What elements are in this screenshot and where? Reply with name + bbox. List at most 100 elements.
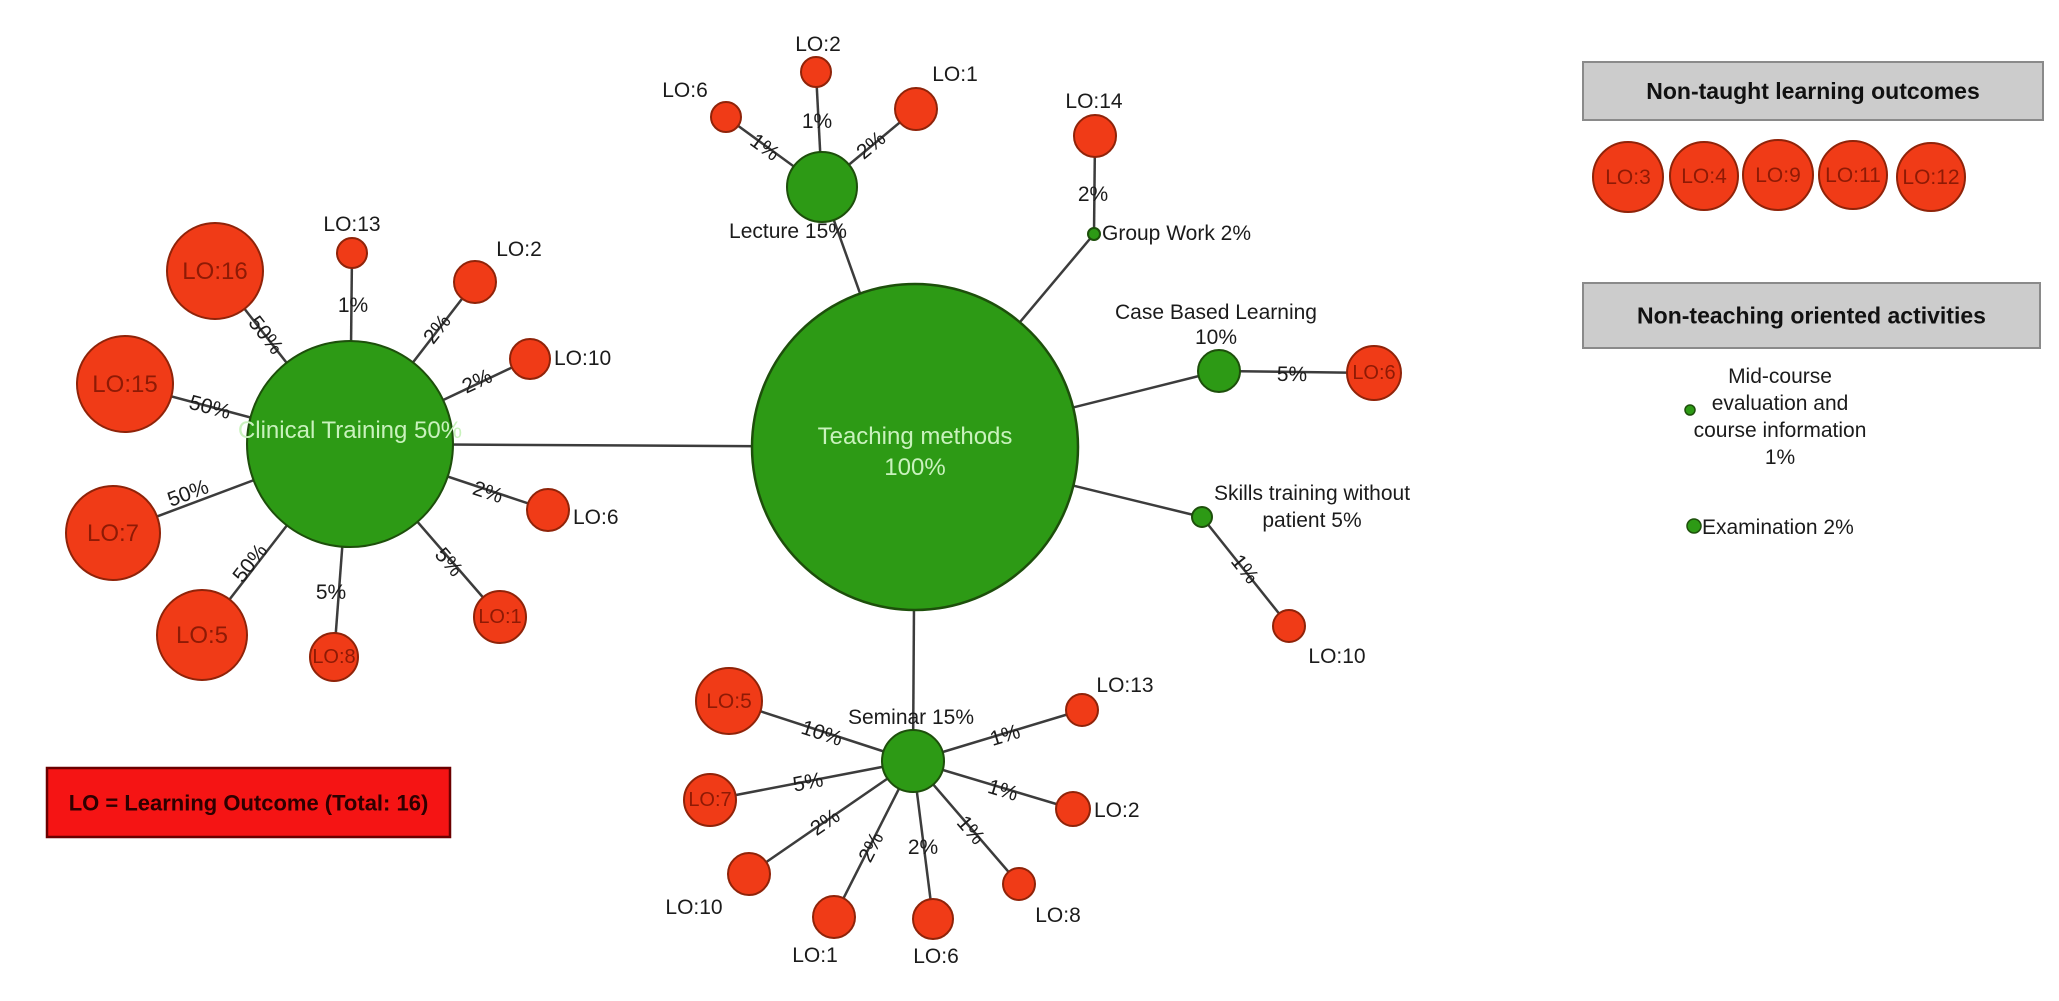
label-case-based-learning: Case Based Learning 10% <box>1115 301 1317 349</box>
label-seminar-lo5: LO:5 <box>706 690 752 713</box>
node-group-work-lo14 <box>1073 114 1117 158</box>
node-clinical-training-lo6 <box>526 488 570 532</box>
node-case-based-learning <box>1197 349 1241 393</box>
node-clinical-training-lo7 <box>65 485 161 581</box>
legend-box <box>45 766 452 839</box>
node-seminar-lo1 <box>812 895 856 939</box>
pct-group-work-lo14: 2% <box>1078 183 1108 206</box>
pct-seminar-lo5: 10% <box>798 716 845 751</box>
node-clinical-training-lo16 <box>166 222 264 320</box>
label-lecture-lo2: LO:2 <box>795 33 841 56</box>
node-clinical-training-lo15 <box>76 335 174 433</box>
node-seminar-lo8 <box>1002 867 1036 901</box>
node-clinical-training-lo13 <box>336 237 368 269</box>
label-non-taught-4: LO:12 <box>1902 166 1959 189</box>
node-seminar-lo2 <box>1055 791 1091 827</box>
node-clinical-training-lo5 <box>156 589 248 681</box>
label-lecture: Lecture 15% <box>729 220 847 243</box>
node-lecture-lo6 <box>710 101 742 133</box>
label-seminar-lo8: LO:8 <box>1035 904 1081 927</box>
pct-clinical-training-lo13: 1% <box>338 294 368 317</box>
node-lecture-lo1 <box>894 87 938 131</box>
label-case-based-learning-lo6: LO:6 <box>1352 362 1395 384</box>
label-clinical-training-lo8: LO:8 <box>312 646 355 668</box>
non-teaching-header-title: Non-teaching oriented activities <box>1637 303 1986 329</box>
label-clinical-training-lo16: LO:16 <box>182 258 247 285</box>
label-teaching-methods: Teaching methods 100% <box>818 423 1013 481</box>
legend-text: LO = Learning Outcome (Total: 16) <box>69 790 429 815</box>
label-clinical-training-lo10: LO:10 <box>554 347 611 370</box>
non-taught-outcome-lo4 <box>1669 141 1739 211</box>
non-taught-outcome-lo9 <box>1742 139 1814 211</box>
label-clinical-training-lo15: LO:15 <box>92 371 157 398</box>
label-clinical-training-lo2: LO:2 <box>496 238 542 261</box>
node-skills-training-without-patient-lo10 <box>1272 609 1306 643</box>
node-seminar <box>881 729 945 793</box>
pct-clinical-training-lo15: 50% <box>187 390 234 423</box>
label-seminar-lo2: LO:2 <box>1094 799 1140 822</box>
node-clinical-training-lo10 <box>509 338 551 380</box>
pct-lecture-lo2: 1% <box>802 110 832 133</box>
dot-examination <box>1686 518 1702 534</box>
node-lecture-lo2 <box>800 56 832 88</box>
label-clinical-training-lo13: LO:13 <box>323 213 380 236</box>
label-non-taught-2: LO:9 <box>1755 164 1801 187</box>
non-taught-header-title: Non-taught learning outcomes <box>1646 78 1980 104</box>
label-seminar: Seminar 15% <box>848 706 974 729</box>
label-lecture-lo6: LO:6 <box>662 79 708 102</box>
label-seminar-lo13: LO:13 <box>1096 674 1153 697</box>
pct-clinical-training-lo1: 5% <box>430 543 467 581</box>
non-taught-outcome-lo11 <box>1818 140 1888 210</box>
label-clinical-training-lo5: LO:5 <box>176 622 228 649</box>
pct-seminar-lo2: 1% <box>985 775 1021 806</box>
non-taught-header-box <box>1582 61 2044 121</box>
node-group-work <box>1087 227 1101 241</box>
label-examination: Examination 2% <box>1702 516 1854 539</box>
label-skills-training-without-patient: Skills training without patient 5% <box>1214 482 1410 532</box>
node-seminar-lo5 <box>695 667 763 735</box>
node-case-based-learning-lo6 <box>1346 345 1402 401</box>
pct-seminar-lo6: 2% <box>908 836 938 859</box>
non-taught-outcome-lo12 <box>1896 142 1966 212</box>
node-seminar-lo10 <box>727 852 771 896</box>
label-skills-training-without-patient-lo10: LO:10 <box>1308 645 1365 668</box>
label-clinical-training-lo7: LO:7 <box>87 520 139 547</box>
label-group-work-lo14: LO:14 <box>1065 90 1123 113</box>
node-lecture <box>786 151 858 223</box>
node-skills-training-without-patient <box>1191 506 1213 528</box>
pct-seminar-lo13: 1% <box>987 720 1023 751</box>
label-clinical-training: Clinical Training 50% <box>238 417 462 444</box>
node-clinical-training-lo1 <box>473 590 527 644</box>
pct-seminar-lo10: 2% <box>806 804 844 840</box>
label-non-taught-1: LO:4 <box>1681 165 1727 188</box>
non-teaching-header-box <box>1582 282 2041 349</box>
pct-case-based-learning-lo6: 5% <box>1277 362 1308 385</box>
pct-seminar-lo1: 2% <box>854 828 888 865</box>
pct-clinical-training-lo5: 50% <box>228 539 272 586</box>
node-seminar-lo7 <box>683 773 737 827</box>
label-seminar-lo7: LO:7 <box>688 789 731 811</box>
label-seminar-lo1: LO:1 <box>792 944 838 967</box>
node-clinical-training-lo8 <box>309 632 359 682</box>
label-clinical-training-lo1: LO:1 <box>478 606 521 628</box>
label-seminar-lo10: LO:10 <box>665 896 722 919</box>
label-seminar-lo6: LO:6 <box>913 945 959 968</box>
node-teaching-methods <box>750 282 1080 612</box>
pct-clinical-training-lo6: 2% <box>470 476 506 507</box>
label-group-work: Group Work 2% <box>1102 222 1251 245</box>
pct-clinical-training-lo10: 2% <box>458 364 495 398</box>
pct-clinical-training-lo8: 5% <box>316 581 346 604</box>
node-clinical-training <box>246 340 454 548</box>
label-non-taught-0: LO:3 <box>1605 166 1651 189</box>
nodes-layer <box>45 56 2044 940</box>
label-mid-course-evaluation: Mid-course evaluation and course informati… <box>1694 365 1867 469</box>
link-seminar-lo7 <box>709 759 914 802</box>
link-skills-training-without-patient-lo10 <box>1201 516 1290 627</box>
link-seminar-lo10 <box>748 759 914 876</box>
label-non-taught-3: LO:11 <box>1825 164 1881 187</box>
node-seminar-lo13 <box>1065 693 1099 727</box>
label-lecture-lo1: LO:1 <box>932 63 978 86</box>
node-clinical-training-lo2 <box>453 260 497 304</box>
